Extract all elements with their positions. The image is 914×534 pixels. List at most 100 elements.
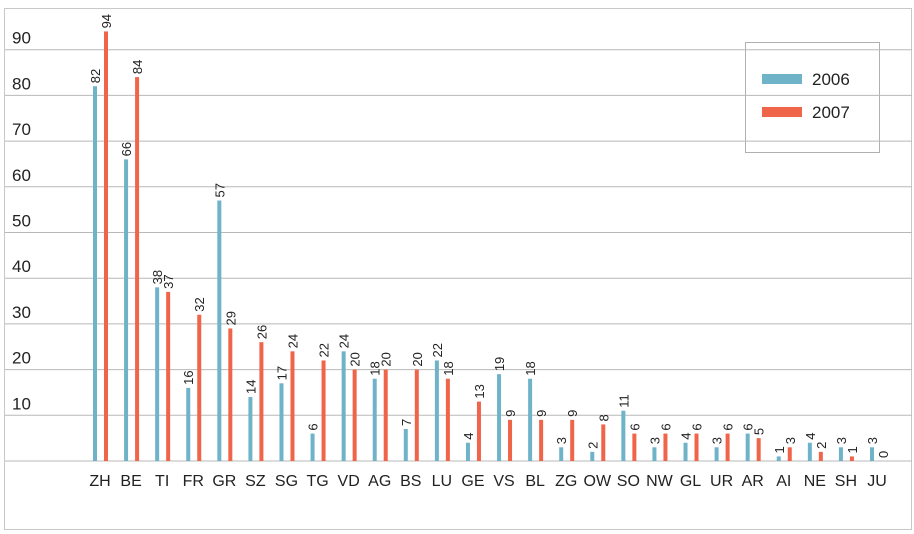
bar [155,287,160,461]
bar [776,456,781,461]
value-label: 5 [752,428,767,435]
bar [838,447,843,461]
bar [135,77,140,462]
x-tick-label: BS [400,473,421,490]
value-label: 32 [192,297,207,311]
bar [652,447,657,461]
x-tick-label: AG [368,473,391,490]
x-tick-label: GE [461,473,484,490]
bar [725,433,730,461]
value-label: 6 [690,423,705,430]
bar [290,351,295,461]
value-label: 4 [803,432,818,439]
bar [93,86,97,461]
bar [259,342,264,461]
x-tick-label: GR [212,473,236,490]
legend-box [745,42,880,153]
value-label: 6 [741,423,756,430]
value-label: 19 [492,357,507,371]
legend-swatch [762,74,802,84]
bar [508,419,513,461]
value-label: 6 [658,423,673,430]
legend-swatch [762,107,802,117]
bar [465,442,470,461]
value-label: 20 [348,352,363,366]
bar [787,447,792,461]
frame [4,8,912,530]
x-tick-label: BE [120,473,141,490]
bar [310,433,315,461]
x-tick-label: FR [183,473,204,490]
bar [570,419,575,461]
value-label: 1 [772,446,787,453]
x-tick-label: SG [275,473,298,490]
bar [590,451,595,461]
value-label: 20 [410,352,425,366]
bar [539,419,544,461]
value-label: 6 [721,423,736,430]
bar [849,456,854,461]
value-label: 4 [679,432,694,439]
value-label: 84 [130,60,145,74]
value-label: 3 [647,437,662,444]
value-label: 37 [161,274,176,288]
bar [372,378,377,461]
bar [528,378,533,461]
value-label: 14 [243,380,258,394]
value-label: 6 [306,423,321,430]
legend-label: 2006 [812,70,850,89]
y-tick-label: 20 [12,349,31,368]
value-label: 66 [119,142,134,156]
value-label: 24 [285,334,300,348]
bar [870,447,874,461]
value-label: 3 [710,437,725,444]
value-label: 17 [274,366,289,380]
y-tick-label: 40 [12,257,31,276]
y-tick-label: 60 [12,166,31,185]
value-label: 2 [814,442,829,449]
value-label: 24 [337,334,352,348]
value-label: 94 [99,14,114,28]
bar [694,433,699,461]
y-tick-label: 80 [12,74,31,93]
x-tick-label: LU [432,473,452,490]
bar [124,159,129,461]
bar [104,31,108,461]
bar [403,429,408,461]
y-tick-label: 50 [12,212,31,231]
value-label: 2 [585,442,600,449]
value-label: 57 [212,183,227,197]
value-label: 18 [441,361,456,375]
bar [621,410,626,461]
value-label: 3 [554,437,569,444]
bar [663,433,668,461]
bar [476,401,481,461]
y-tick-label: 30 [12,303,31,322]
value-label: 16 [181,370,196,384]
x-tick-label: SZ [245,473,266,490]
value-label: 82 [88,69,103,83]
x-tick-label: NW [646,473,674,490]
value-label: 20 [379,352,394,366]
x-tick-label: AI [776,473,791,490]
bar [321,360,326,461]
bar [186,387,191,461]
value-label: 29 [223,311,238,325]
bar [756,438,761,461]
value-label: 7 [399,419,414,426]
x-tick-label: SH [835,473,857,490]
value-label: 3 [783,437,798,444]
bar [217,200,222,461]
bar [383,369,388,461]
x-tick-label: NE [804,473,826,490]
x-tick-label: ZH [89,473,110,490]
y-tick-label: 90 [12,29,31,48]
bar [818,451,823,461]
bar [352,369,357,461]
bar [341,351,346,461]
bar [248,397,253,461]
x-tick-label: JU [867,473,887,490]
bar [745,433,750,461]
bar [714,447,719,461]
